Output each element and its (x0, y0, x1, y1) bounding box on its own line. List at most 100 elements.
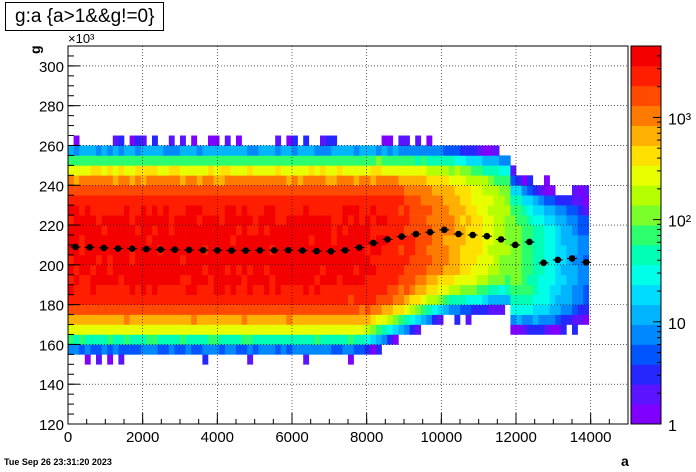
heatmap-cell (471, 165, 478, 176)
heatmap-cell (471, 155, 478, 166)
heatmap-cell (286, 235, 293, 246)
heatmap-cell (191, 175, 198, 186)
heatmap-cell (213, 334, 220, 345)
heatmap-cell (504, 244, 511, 256)
heatmap-cell (191, 274, 198, 286)
heatmap-cell (96, 145, 102, 156)
heatmap-cell (364, 155, 371, 166)
heatmap-cell (264, 324, 270, 335)
heatmap-cell (252, 294, 259, 305)
heatmap-cell (460, 145, 466, 156)
heatmap-cell (208, 344, 214, 355)
heatmap-cell (146, 215, 153, 226)
heatmap-cell (432, 264, 438, 276)
heatmap-cell (555, 314, 562, 325)
heatmap-cell (544, 225, 550, 236)
heatmap-cell (476, 205, 483, 216)
heatmap-cell (124, 145, 130, 156)
heatmap-cell (118, 314, 125, 325)
heatmap-cell (236, 244, 242, 256)
heatmap-cell (437, 235, 444, 246)
heatmap-cell (331, 225, 338, 236)
heatmap-cell (68, 274, 74, 286)
profile-point (526, 238, 533, 246)
heatmap-cell (448, 304, 455, 315)
heatmap-cell (448, 274, 455, 286)
heatmap-cell (320, 314, 326, 325)
heatmap-cell (404, 235, 410, 246)
heatmap-cell (219, 324, 226, 335)
heatmap-cell (185, 225, 192, 236)
heatmap-cell (303, 145, 310, 156)
heatmap-cell (482, 185, 489, 196)
heatmap-cell (264, 235, 270, 246)
heatmap-cell (398, 155, 405, 166)
heatmap-cell (583, 205, 590, 216)
heatmap-cell (376, 185, 382, 196)
heatmap-cell (118, 294, 125, 305)
heatmap-cell (107, 264, 114, 276)
x-tick-label: 0 (64, 429, 72, 446)
heatmap-cell (146, 294, 153, 305)
heatmap-cell (348, 185, 354, 196)
heatmap-cell (320, 274, 326, 286)
heatmap-cell (73, 235, 80, 246)
heatmap-cell (292, 314, 298, 325)
heatmap-cell (224, 334, 231, 345)
heatmap-cell (583, 215, 590, 226)
heatmap-cell (275, 205, 282, 216)
heatmap-cell (90, 175, 97, 186)
heatmap-cell (566, 304, 573, 315)
heatmap-cell (180, 304, 186, 315)
heatmap-cell (432, 165, 438, 176)
heatmap-cell (241, 145, 248, 156)
heatmap-cell (443, 304, 450, 315)
heatmap-cell (314, 334, 321, 345)
heatmap-cell (577, 264, 584, 276)
heatmap-cell (538, 274, 545, 286)
heatmap-cell (224, 284, 231, 295)
heatmap-cell (392, 215, 399, 226)
heatmap-cell (454, 145, 461, 156)
heatmap-cell (320, 135, 326, 146)
heatmap-cell (448, 284, 455, 295)
heatmap-cell (359, 145, 366, 156)
heatmap-cell (163, 324, 170, 335)
heatmap-cell (320, 344, 326, 355)
heatmap-cell (129, 324, 136, 335)
heatmap-cell (208, 185, 214, 196)
heatmap-cell (404, 195, 410, 206)
heatmap-cell (353, 155, 360, 166)
heatmap-cell (432, 294, 438, 305)
heatmap-cell (387, 324, 394, 335)
heatmap-cell (73, 254, 80, 266)
heatmap-cell (180, 254, 186, 266)
heatmap-cell (387, 225, 394, 236)
heatmap-cell (280, 175, 287, 186)
heatmap-cell (572, 264, 578, 276)
heatmap-cell (482, 205, 489, 216)
heatmap-cell (364, 304, 371, 315)
heatmap-cell (79, 195, 86, 206)
heatmap-cell (124, 304, 130, 315)
heatmap-cell (191, 195, 198, 206)
heatmap-cell (252, 205, 259, 216)
heatmap-cell (79, 274, 86, 286)
heatmap-cell (432, 314, 438, 325)
heatmap-cell (448, 175, 455, 186)
heatmap-cell (488, 155, 494, 166)
heatmap-cell (544, 264, 550, 276)
heatmap-cell (286, 195, 293, 206)
heatmap-cell (297, 344, 304, 355)
heatmap-cell (544, 304, 550, 315)
heatmap-cell (454, 284, 461, 295)
heatmap-cell (280, 155, 287, 166)
heatmap-cell (560, 294, 567, 305)
heatmap-cell (79, 235, 86, 246)
heatmap-cell (118, 165, 125, 176)
heatmap-cell (325, 205, 332, 216)
heatmap-cell (415, 175, 422, 186)
heatmap-cell (129, 135, 136, 146)
x-tick-label: 12000 (495, 429, 537, 446)
heatmap-cell (269, 225, 276, 236)
